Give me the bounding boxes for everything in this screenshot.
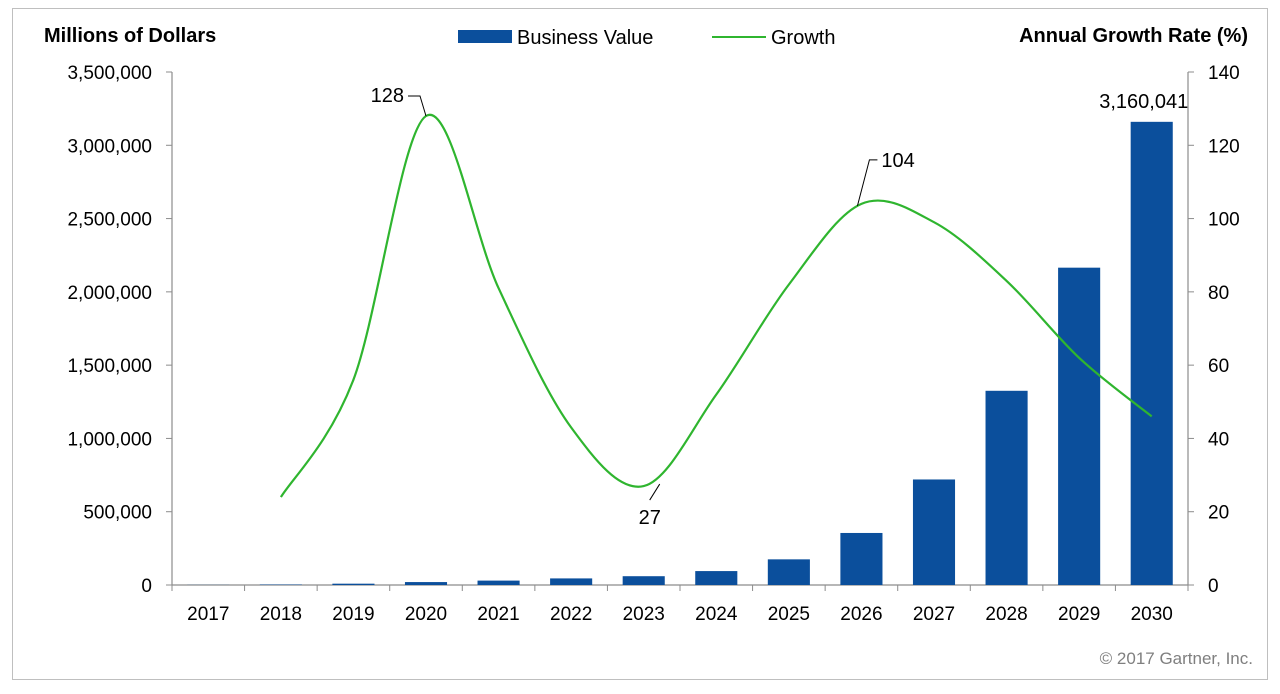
- right-tick-label: 80: [1208, 283, 1229, 304]
- bar-2025: [767, 559, 810, 585]
- bar-2023: [622, 576, 665, 585]
- x-tick-label: 2022: [550, 604, 592, 625]
- x-tick-label: 2021: [477, 604, 519, 625]
- legend-label-growth: Growth: [771, 27, 835, 49]
- axes: 0 500,000 1,000,000 1,500,000 2,000,000 2,500…: [67, 63, 1239, 625]
- x-tick-label: 2026: [840, 604, 882, 625]
- right-tick-label: 40: [1208, 429, 1229, 450]
- bar-2028: [985, 390, 1028, 585]
- left-tick-label: 2,000,000: [67, 283, 152, 304]
- legend-label-business-value: Business Value: [517, 27, 653, 49]
- annotations: 128 27 104 3,160,041: [371, 85, 1189, 529]
- bar-2019: [332, 583, 375, 585]
- left-tick-label: 3,000,000: [67, 136, 152, 157]
- x-tick-label: 2028: [985, 604, 1027, 625]
- x-tick-label: 2018: [260, 604, 302, 625]
- bar-2030: [1130, 121, 1173, 585]
- bars: [187, 121, 1173, 585]
- x-tick-label: 2029: [1058, 604, 1100, 625]
- left-tick-label: 1,000,000: [67, 429, 152, 450]
- x-tick-label: 2024: [695, 604, 738, 625]
- annotation-128: 128: [371, 85, 404, 107]
- leader-104: [856, 159, 878, 207]
- x-tick-label: 2025: [768, 604, 810, 625]
- left-tick-label: 1,500,000: [67, 356, 152, 377]
- annotation-27: 27: [639, 507, 661, 529]
- right-tick-label: 140: [1208, 63, 1240, 84]
- right-tick-label: 60: [1208, 356, 1229, 377]
- left-axis-title: Millions of Dollars: [44, 25, 216, 47]
- leader-27: [649, 483, 661, 501]
- bar-2024: [695, 571, 738, 585]
- x-tick-label: 2027: [913, 604, 955, 625]
- x-tick-label: 2020: [405, 604, 447, 625]
- right-tick-label: 120: [1208, 136, 1240, 157]
- left-tick-label: 500,000: [83, 503, 152, 524]
- x-tick-label: 2017: [187, 604, 229, 625]
- right-axis-title: Annual Growth Rate (%): [1019, 25, 1248, 47]
- right-tick-label: 0: [1208, 576, 1219, 597]
- growth-line: [279, 113, 1153, 498]
- bar-2027: [912, 479, 956, 585]
- x-tick-label: 2023: [623, 604, 665, 625]
- bar-2022: [550, 578, 593, 585]
- x-tick-label: 2019: [332, 604, 374, 625]
- bar-2029: [1058, 267, 1101, 585]
- left-tick-label: 0: [141, 576, 152, 597]
- annotation-bar-2030: 3,160,041: [1099, 91, 1188, 113]
- annotation-104: 104: [881, 150, 914, 172]
- bar-2021: [477, 580, 520, 585]
- bar-2020: [404, 582, 448, 585]
- left-tick-label: 3,500,000: [67, 63, 152, 84]
- bar-2026: [840, 532, 883, 585]
- x-tick-label: 2030: [1131, 604, 1173, 625]
- leader-128: [408, 95, 427, 117]
- left-tick-label: 2,500,000: [67, 210, 152, 231]
- legend-swatch-business-value: [458, 30, 512, 43]
- right-tick-label: 100: [1208, 210, 1240, 231]
- copyright-text: © 2017 Gartner, Inc.: [1100, 649, 1253, 668]
- growth-line-group: [279, 113, 1153, 498]
- right-tick-label: 20: [1208, 503, 1229, 524]
